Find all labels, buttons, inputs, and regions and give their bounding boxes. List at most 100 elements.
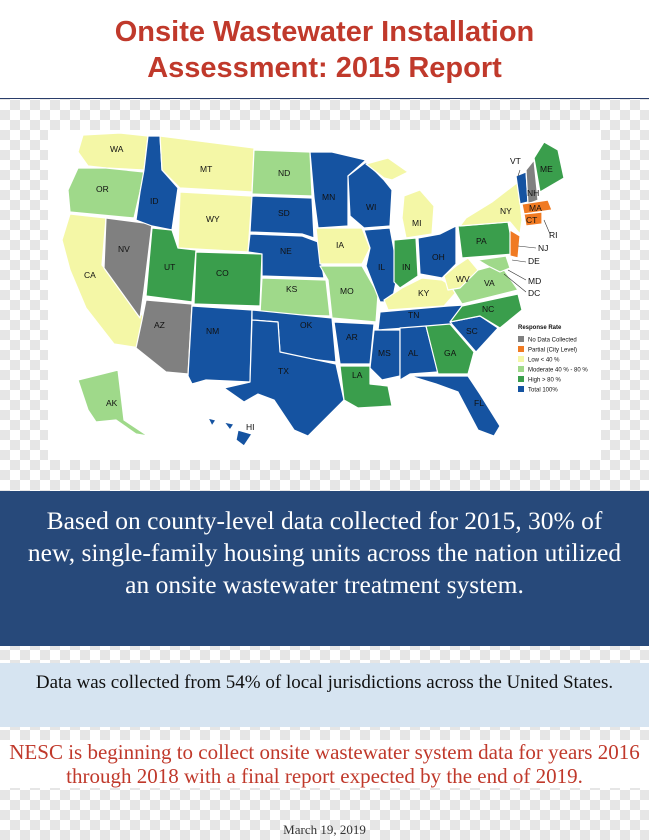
- label-mo: MO: [340, 286, 354, 296]
- jurisdictions-box: Data was collected from 54% of local jur…: [0, 663, 649, 727]
- label-ct: CT: [526, 215, 537, 225]
- state-ut: [145, 227, 197, 303]
- label-la: LA: [352, 370, 363, 380]
- label-nv: NV: [118, 244, 130, 254]
- label-in: IN: [402, 262, 411, 272]
- state-ny: [459, 181, 523, 235]
- state-sd: [249, 195, 315, 239]
- label-il: IL: [378, 262, 385, 272]
- label-ca: CA: [84, 270, 96, 280]
- state-oh: [417, 225, 457, 279]
- label-ky: KY: [418, 288, 430, 298]
- state-wa: [77, 132, 149, 171]
- label-ks: KS: [286, 284, 298, 294]
- state-md: [477, 255, 511, 273]
- label-tx: TX: [278, 366, 289, 376]
- legend-swatch-2: [518, 356, 524, 362]
- label-ny: NY: [500, 206, 512, 216]
- label-ok: OK: [300, 320, 313, 330]
- label-sc: SC: [466, 326, 478, 336]
- map-legend: Response Rate No Data Collected Partial (…: [518, 325, 588, 394]
- title-block: Onsite Wastewater Installation Assessmen…: [0, 0, 649, 99]
- label-az: AZ: [154, 320, 165, 330]
- legend-label-4: High > 80 %: [528, 378, 562, 384]
- label-va: VA: [484, 278, 495, 288]
- legend-title: Response Rate: [518, 325, 562, 331]
- state-ct: [523, 211, 543, 227]
- state-fl: [409, 375, 501, 437]
- legend-swatch-5: [518, 386, 524, 392]
- label-me: ME: [540, 164, 553, 174]
- label-ms: MS: [378, 348, 391, 358]
- label-dc: DC: [528, 288, 540, 298]
- legend-swatch-4: [518, 376, 524, 382]
- label-wv: WV: [456, 274, 470, 284]
- state-ms: [369, 329, 401, 381]
- legend-label-0: No Data Collected: [528, 338, 577, 344]
- title-line-1: Onsite Wastewater Installation: [114, 16, 535, 48]
- state-ma: [521, 199, 553, 215]
- state-labels: WA OR CA NV ID MT WY UT AZ CO NM ND SD N…: [84, 144, 558, 432]
- state-ne: [247, 233, 325, 279]
- label-nj: NJ: [538, 243, 548, 253]
- state-mt: [159, 135, 255, 193]
- label-nm: NM: [206, 326, 219, 336]
- leader-lines: [503, 169, 551, 293]
- state-in: [393, 237, 419, 289]
- state-ca: [61, 213, 147, 349]
- label-hi: HI: [246, 422, 255, 432]
- label-wy: WY: [206, 214, 220, 224]
- state-mn: [309, 151, 367, 229]
- label-de: DE: [528, 256, 540, 266]
- state-ar: [333, 321, 375, 365]
- state-tx: [223, 319, 345, 437]
- label-vt: VT: [510, 156, 521, 166]
- legend-label-3: Moderate 40 % - 80 %: [528, 368, 588, 374]
- jurisdictions-text: Data was collected from 54% of local jur…: [35, 672, 614, 693]
- state-or: [67, 167, 145, 219]
- page-title: Onsite Wastewater Installation Assessmen…: [0, 0, 649, 86]
- state-mi-upper: [365, 157, 409, 181]
- us-map: WA OR CA NV ID MT WY UT AZ CO NM ND SD N…: [48, 130, 601, 460]
- label-mt: MT: [200, 164, 212, 174]
- label-or: OR: [96, 184, 109, 194]
- legend-label-2: Low < 40 %: [528, 358, 560, 364]
- legend-swatch-0: [518, 336, 524, 342]
- label-mn: MN: [322, 192, 335, 202]
- state-nj: [509, 229, 521, 259]
- report-date: March 19, 2019: [0, 822, 649, 838]
- state-hi: [207, 417, 217, 427]
- label-ar: AR: [346, 332, 358, 342]
- state-al: [399, 325, 439, 381]
- label-mi: MI: [412, 218, 421, 228]
- state-az: [135, 299, 193, 375]
- label-pa: PA: [476, 236, 487, 246]
- date-text: March 19, 2019: [283, 822, 366, 837]
- legend-swatch-3: [518, 366, 524, 372]
- state-hi-2: [223, 421, 235, 431]
- state-la: [339, 365, 393, 409]
- label-ma: MA: [529, 203, 542, 213]
- state-nh: [525, 159, 539, 205]
- future-text: NESC is beginning to collect onsite wast…: [9, 740, 640, 788]
- state-nm: [187, 305, 253, 385]
- state-nc: [449, 293, 523, 329]
- label-nh: NH: [527, 188, 539, 198]
- future-note: NESC is beginning to collect onsite wast…: [0, 740, 649, 788]
- label-id: ID: [150, 196, 159, 206]
- label-ia: IA: [336, 240, 344, 250]
- summary-text: Based on county-level data collected for…: [27, 506, 622, 599]
- label-md: MD: [528, 276, 541, 286]
- label-ut: UT: [164, 262, 175, 272]
- legend-label-5: Total 100%: [528, 388, 558, 394]
- state-ak: [77, 369, 149, 437]
- state-ga: [425, 323, 475, 375]
- state-me: [533, 141, 565, 193]
- summary-box: Based on county-level data collected for…: [0, 491, 649, 646]
- state-co: [193, 251, 263, 307]
- label-ne: NE: [280, 246, 292, 256]
- state-mi: [401, 189, 435, 239]
- state-nd: [251, 149, 313, 197]
- label-ak: AK: [106, 398, 118, 408]
- legend-label-1: Partial (City Level): [528, 348, 577, 354]
